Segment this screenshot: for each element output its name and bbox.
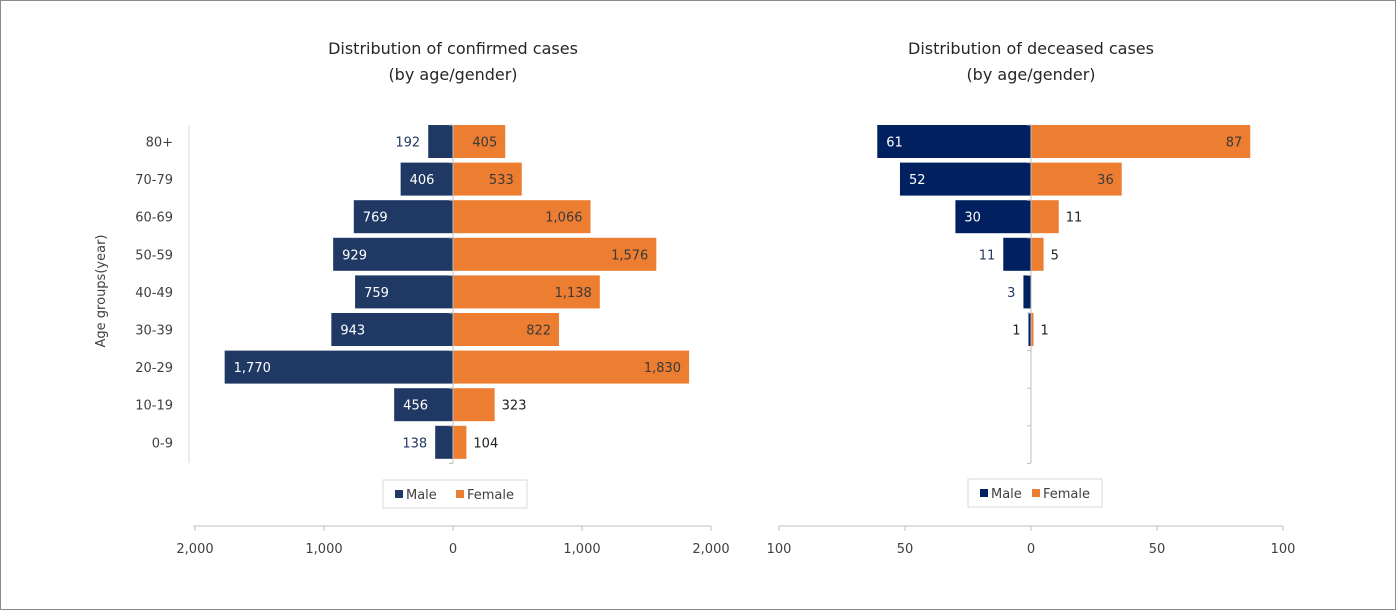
confirmed-female-data-label: 1,066 bbox=[545, 211, 582, 226]
confirmed-female-bar bbox=[453, 350, 690, 384]
confirmed-male-bar bbox=[428, 125, 453, 158]
confirmed-chart-title-line-2: (by age/gender) bbox=[388, 65, 517, 84]
confirmed-category-label: 0-9 bbox=[152, 436, 173, 451]
deceased-male-bar bbox=[1028, 313, 1031, 346]
deceased-cases-chart: Distribution of deceased cases (by age/g… bbox=[767, 39, 1296, 557]
confirmed-male-data-label: 1,770 bbox=[234, 361, 271, 376]
confirmed-category-label: 10-19 bbox=[135, 399, 173, 414]
deceased-chart-title-line-1: Distribution of deceased cases bbox=[908, 39, 1154, 58]
deceased-male-data-label: 11 bbox=[979, 248, 996, 263]
confirmed-male-bar bbox=[224, 350, 453, 384]
confirmed-male-bar bbox=[331, 313, 453, 346]
deceased-chart-title-line-2: (by age/gender) bbox=[966, 65, 1095, 84]
deceased-legend: Male Female bbox=[967, 478, 1103, 508]
confirmed-male-bar bbox=[400, 162, 453, 196]
confirmed-category-label: 50-59 bbox=[135, 248, 173, 263]
confirmed-male-data-label: 929 bbox=[342, 248, 367, 263]
confirmed-male-bar bbox=[355, 275, 453, 309]
confirmed-male-data-label: 943 bbox=[340, 324, 365, 339]
confirmed-female-data-label: 822 bbox=[526, 324, 551, 339]
confirmed-legend-female-label: Female bbox=[467, 488, 514, 503]
confirmed-female-data-label: 1,576 bbox=[611, 248, 648, 263]
deceased-female-data-label: 5 bbox=[1051, 248, 1059, 263]
confirmed-female-data-label: 533 bbox=[489, 173, 514, 188]
deceased-female-bar bbox=[1031, 200, 1059, 234]
confirmed-female-bar bbox=[453, 162, 522, 196]
deceased-x-tick-label: 100 bbox=[767, 542, 792, 557]
confirmed-male-data-label: 138 bbox=[402, 436, 427, 451]
confirmed-cases-chart: Distribution of confirmed cases (by age/… bbox=[94, 39, 730, 557]
deceased-male-bar bbox=[955, 200, 1031, 234]
confirmed-female-data-label: 104 bbox=[473, 436, 498, 451]
confirmed-female-bar bbox=[453, 275, 600, 309]
confirmed-legend-male-label: Male bbox=[406, 488, 437, 503]
confirmed-x-tick-label: 1,000 bbox=[563, 542, 600, 557]
deceased-female-data-label: 1 bbox=[1041, 324, 1049, 339]
confirmed-female-data-label: 1,830 bbox=[644, 361, 681, 376]
deceased-male-data-label: 30 bbox=[964, 211, 981, 226]
confirmed-male-bar bbox=[435, 425, 453, 459]
confirmed-female-bar bbox=[453, 425, 467, 459]
confirmed-chart-title-line-1: Distribution of confirmed cases bbox=[328, 39, 578, 58]
confirmed-female-bar bbox=[453, 237, 657, 271]
deceased-male-data-label: 61 bbox=[886, 136, 903, 151]
deceased-male-bar bbox=[1003, 237, 1031, 271]
confirmed-male-data-label: 406 bbox=[410, 173, 435, 188]
confirmed-female-bar bbox=[453, 313, 560, 346]
confirmed-male-data-label: 759 bbox=[364, 286, 389, 301]
confirmed-x-tick-label: 1,000 bbox=[305, 542, 342, 557]
confirmed-male-data-label: 769 bbox=[363, 211, 388, 226]
deceased-male-data-label: 1 bbox=[1012, 324, 1020, 339]
confirmed-category-label: 40-49 bbox=[135, 286, 173, 301]
deceased-x-tick-label: 50 bbox=[1149, 542, 1166, 557]
confirmed-male-bar bbox=[394, 388, 453, 422]
deceased-x-tick-label: 50 bbox=[897, 542, 914, 557]
deceased-x-tick-label: 100 bbox=[1271, 542, 1296, 557]
deceased-male-data-label: 52 bbox=[909, 173, 926, 188]
confirmed-female-data-label: 405 bbox=[472, 136, 497, 151]
deceased-legend-female-label: Female bbox=[1043, 487, 1090, 502]
confirmed-female-data-label: 1,138 bbox=[555, 286, 592, 301]
deceased-female-bar bbox=[1031, 125, 1251, 158]
deceased-legend-male-swatch bbox=[980, 489, 988, 497]
deceased-male-bar bbox=[877, 125, 1031, 158]
confirmed-category-label: 80+ bbox=[146, 136, 173, 151]
deceased-x-tick-label: 0 bbox=[1027, 542, 1035, 557]
confirmed-male-data-label: 456 bbox=[403, 399, 428, 414]
confirmed-male-bar bbox=[353, 200, 453, 234]
confirmed-legend-female-swatch bbox=[456, 490, 464, 498]
confirmed-legend: Male Female bbox=[382, 479, 528, 509]
confirmed-chart-y-axis-label: Age groups(year) bbox=[94, 235, 109, 348]
deceased-male-data-label: 3 bbox=[1007, 286, 1015, 301]
deceased-female-bar bbox=[1031, 237, 1044, 271]
confirmed-female-data-label: 323 bbox=[502, 399, 527, 414]
confirmed-legend-box bbox=[382, 479, 528, 509]
deceased-female-data-label: 11 bbox=[1066, 211, 1083, 226]
deceased-male-bar bbox=[1023, 275, 1031, 309]
deceased-female-data-label: 87 bbox=[1226, 136, 1243, 151]
deceased-legend-female-swatch bbox=[1032, 489, 1040, 497]
confirmed-female-bar bbox=[453, 388, 495, 422]
confirmed-female-bar bbox=[453, 200, 591, 234]
deceased-female-data-label: 36 bbox=[1097, 173, 1114, 188]
confirmed-female-bar bbox=[453, 125, 506, 158]
confirmed-x-tick-label: 0 bbox=[449, 542, 457, 557]
deceased-legend-male-label: Male bbox=[991, 487, 1022, 502]
deceased-female-bar bbox=[1031, 313, 1034, 346]
confirmed-legend-male-swatch bbox=[395, 490, 403, 498]
confirmed-male-data-label: 192 bbox=[395, 136, 420, 151]
confirmed-category-label: 20-29 bbox=[135, 361, 173, 376]
confirmed-x-tick-label: 2,000 bbox=[692, 542, 729, 557]
deceased-female-bar bbox=[1031, 162, 1122, 196]
confirmed-category-label: 30-39 bbox=[135, 324, 173, 339]
deceased-male-bar bbox=[899, 162, 1031, 196]
confirmed-male-bar bbox=[333, 237, 453, 271]
confirmed-category-label: 70-79 bbox=[135, 173, 173, 188]
confirmed-category-label: 60-69 bbox=[135, 211, 173, 226]
confirmed-x-tick-label: 2,000 bbox=[176, 542, 213, 557]
